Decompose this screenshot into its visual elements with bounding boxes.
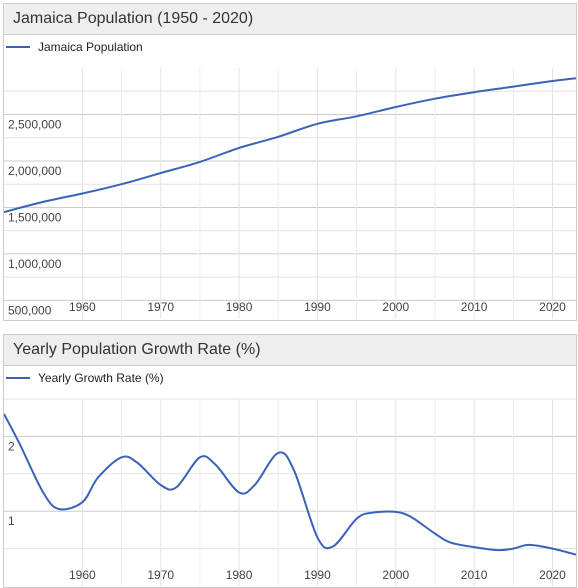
population-y-tick-label: 2,000,000 [8, 164, 62, 178]
population-x-tick-label: 2010 [461, 300, 488, 314]
population-y-tick-label: 2,500,000 [8, 117, 62, 131]
growth-rate-x-tick-label: 1970 [147, 568, 174, 582]
growth-rate-chart-plot[interactable]: 1 2 1960 1970 1980 1990 2000 2010 2020 [4, 335, 576, 587]
growth-rate-series-line [4, 413, 576, 556]
growth-rate-x-tick-label: 2000 [382, 568, 409, 582]
population-chart-title: Jamaica Population (1950 - 2020) [4, 4, 576, 35]
population-x-tick-label: 2000 [382, 300, 409, 314]
population-y-tick-label: 500,000 [8, 303, 52, 317]
growth-rate-x-tick-label: 2020 [539, 568, 566, 582]
growth-rate-x-tick-label: 1980 [226, 568, 253, 582]
population-x-tick-label: 1970 [147, 300, 174, 314]
population-x-tick-label: 2020 [539, 300, 566, 314]
population-series-line [4, 77, 576, 214]
growth-rate-y-tick-label: 1 [8, 514, 15, 528]
growth-rate-y-tick-label: 2 [8, 439, 15, 453]
growth-rate-legend-label: Yearly Growth Rate (%) [38, 371, 164, 385]
population-legend-swatch [6, 46, 30, 48]
growth-rate-chart-title: Yearly Population Growth Rate (%) [4, 335, 576, 366]
population-y-tick-label: 1,500,000 [8, 210, 62, 224]
growth-rate-legend[interactable]: Yearly Growth Rate (%) [4, 369, 164, 387]
population-legend[interactable]: Jamaica Population [4, 38, 143, 56]
population-y-tick-label: 1,000,000 [8, 257, 62, 271]
growth-rate-x-tick-label: 2010 [461, 568, 488, 582]
growth-rate-chart-panel: Yearly Population Growth Rate (%) Yearly… [3, 334, 577, 588]
population-chart-plot[interactable]: 500,000 1,000,000 1,500,000 2,000,000 2,500,… [4, 4, 576, 320]
population-x-tick-label: 1980 [226, 300, 253, 314]
population-chart-panel: Jamaica Population (1950 - 2020) Jamaica… [3, 3, 577, 321]
growth-rate-x-tick-label: 1990 [304, 568, 331, 582]
population-x-tick-label: 1960 [69, 300, 96, 314]
growth-rate-x-tick-label: 1960 [69, 568, 96, 582]
population-x-tick-label: 1990 [304, 300, 331, 314]
growth-rate-legend-swatch [6, 377, 30, 379]
population-legend-label: Jamaica Population [38, 40, 143, 54]
